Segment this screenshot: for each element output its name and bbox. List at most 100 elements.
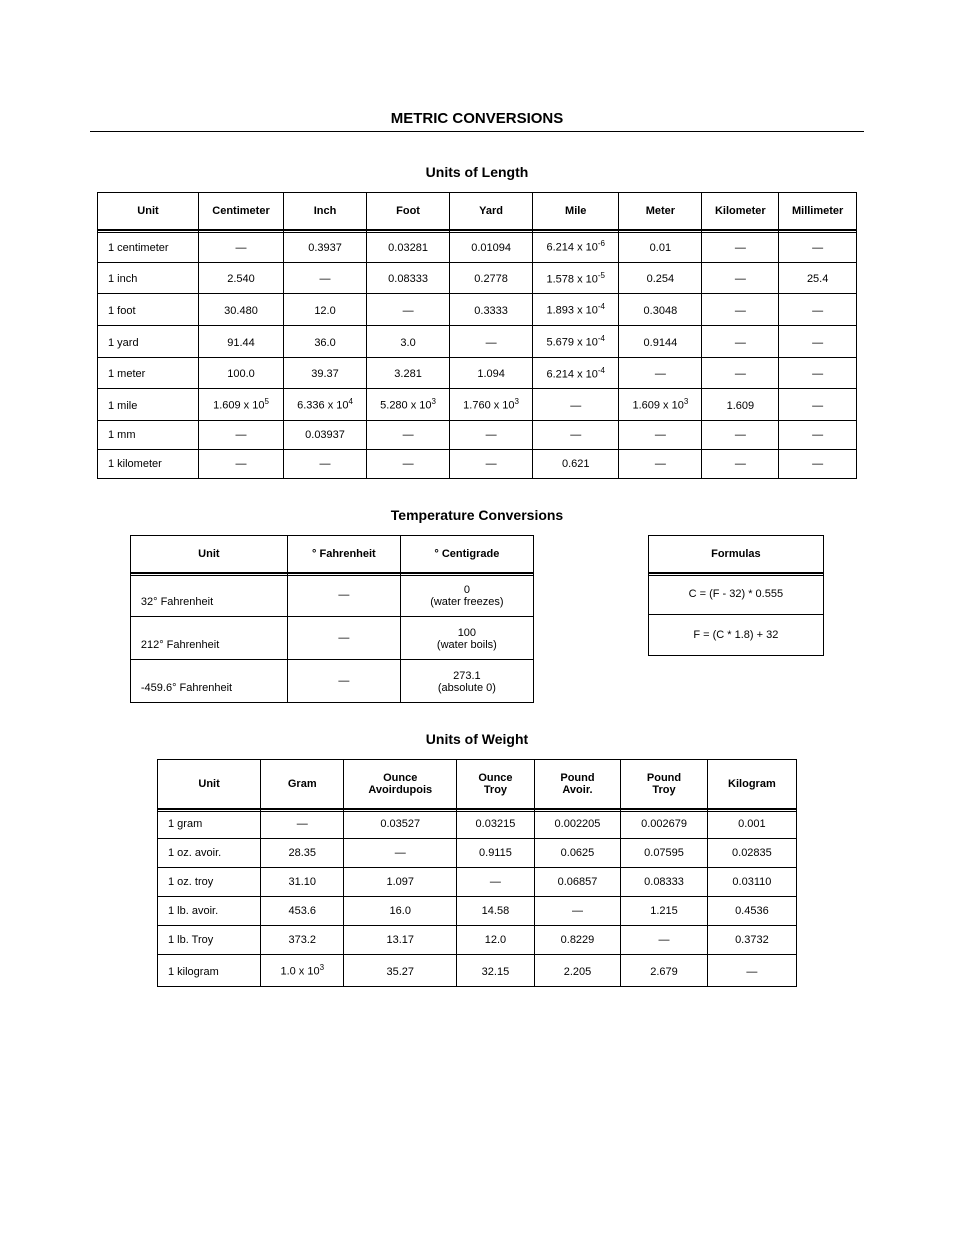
cell-value: 2.205 [534, 954, 621, 986]
cell-value: 0.2778 [450, 262, 533, 294]
cell-value: — [261, 809, 344, 839]
table-row: C = (F - 32) * 0.555 [648, 573, 823, 615]
cell-value: — [702, 420, 779, 449]
cell-value: — [619, 449, 702, 478]
cell-value: — [199, 420, 284, 449]
row-label: 1 kilogram [158, 954, 261, 986]
row-label: 1 centimeter [98, 230, 199, 262]
cell-value: — [287, 573, 400, 617]
column-header: Unit [130, 535, 287, 573]
row-label: -459.6° Fahrenheit [130, 659, 287, 702]
cell-value: 373.2 [261, 925, 344, 954]
formula-header: Formulas [648, 535, 823, 573]
cell-value: — [534, 896, 621, 925]
row-label: 1 inch [98, 262, 199, 294]
cell-value: 13.17 [344, 925, 457, 954]
cell-value: 0.002679 [621, 809, 708, 839]
row-label: 1 mile [98, 389, 199, 421]
cell-value: — [619, 420, 702, 449]
cell-value: 0.03937 [284, 420, 367, 449]
cell-value: 0.621 [533, 449, 619, 478]
cell-value: 0.02835 [707, 838, 796, 867]
formula-cell: C = (F - 32) * 0.555 [648, 573, 823, 615]
cell-value: — [450, 325, 533, 357]
cell-value: — [199, 230, 284, 262]
column-header: Meter [619, 193, 702, 231]
cell-value: — [450, 420, 533, 449]
cell-value: — [619, 357, 702, 389]
cell-value: — [367, 294, 450, 326]
cell-value: 5.679 x 10-4 [533, 325, 619, 357]
cell-value: — [367, 420, 450, 449]
cell-value: — [621, 925, 708, 954]
column-header: Kilogram [707, 759, 796, 809]
cell-value: 0.08333 [621, 867, 708, 896]
table-row: 1 kilometer————0.621——— [98, 449, 857, 478]
cell-value: 0(water freezes) [400, 573, 533, 617]
page-container: METRIC CONVERSIONS Units of Length UnitC… [0, 0, 954, 1047]
table-row: 1 lb. avoir.453.616.014.58—1.2150.4536 [158, 896, 797, 925]
cell-value: — [457, 867, 535, 896]
table-row: 1 inch2.540 — 0.083330.27781.578 x 10-50.2… [98, 262, 857, 294]
cell-value: — [779, 357, 857, 389]
cell-value: — [702, 230, 779, 262]
cell-value: — [533, 420, 619, 449]
cell-value: 0.03281 [367, 230, 450, 262]
page-title: METRIC CONVERSIONS [90, 110, 864, 132]
length-table: UnitCentimeterInchFootYardMileMeterKilom… [97, 192, 857, 479]
cell-value: 30.480 [199, 294, 284, 326]
cell-value: — [199, 449, 284, 478]
cell-value: 0.3732 [707, 925, 796, 954]
cell-value: — [287, 616, 400, 659]
cell-value: 3.0 [367, 325, 450, 357]
row-label: 1 lb. avoir. [158, 896, 261, 925]
length-header-row: UnitCentimeterInchFootYardMileMeterKilom… [98, 193, 857, 231]
row-label: 1 foot [98, 294, 199, 326]
cell-value: 91.44 [199, 325, 284, 357]
row-label: 1 lb. Troy [158, 925, 261, 954]
cell-value: — [702, 262, 779, 294]
cell-value: — [779, 420, 857, 449]
cell-value: 32.15 [457, 954, 535, 986]
table-row: 1 mm—0.03937—————— [98, 420, 857, 449]
cell-value: 2.540 [199, 262, 284, 294]
cell-value: 0.254 [619, 262, 702, 294]
cell-value: 1.0 x 103 [261, 954, 344, 986]
formula-table: Formulas C = (F - 32) * 0.555F = (C * 1.… [648, 535, 824, 656]
table-row: F = (C * 1.8) + 32 [648, 614, 823, 655]
cell-value: 3.281 [367, 357, 450, 389]
weight-section-title: Units of Weight [90, 731, 864, 747]
cell-value: 12.0 [457, 925, 535, 954]
temperature-section: Unit° Fahrenheit° Centigrade 32° Fahrenh… [90, 535, 864, 703]
cell-value: — [702, 449, 779, 478]
column-header: Gram [261, 759, 344, 809]
cell-value: — [702, 357, 779, 389]
cell-value: 0.3048 [619, 294, 702, 326]
cell-value: 0.002205 [534, 809, 621, 839]
column-header: Millimeter [779, 193, 857, 231]
cell-value: 0.3333 [450, 294, 533, 326]
row-label: 1 gram [158, 809, 261, 839]
column-header: ° Centigrade [400, 535, 533, 573]
cell-value: — [779, 449, 857, 478]
cell-value: 12.0 [284, 294, 367, 326]
cell-value: 0.08333 [367, 262, 450, 294]
cell-value: 35.27 [344, 954, 457, 986]
cell-value: 1.760 x 103 [450, 389, 533, 421]
cell-value: 16.0 [344, 896, 457, 925]
cell-value: 6.336 x 104 [284, 389, 367, 421]
temperature-table: Unit° Fahrenheit° Centigrade 32° Fahrenh… [130, 535, 534, 703]
column-header: Unit [98, 193, 199, 231]
cell-value: — [533, 389, 619, 421]
row-label: 1 oz. troy [158, 867, 261, 896]
table-row: 1 foot30.48012.0—0.33331.893 x 10-40.304… [98, 294, 857, 326]
cell-value: 6.214 x 10-6 [533, 230, 619, 262]
table-row: -459.6° Fahrenheit—273.1(absolute 0) [130, 659, 533, 702]
cell-value: 1.578 x 10-5 [533, 262, 619, 294]
cell-value: — [779, 325, 857, 357]
column-header: PoundTroy [621, 759, 708, 809]
cell-value: — [779, 230, 857, 262]
column-header: Unit [158, 759, 261, 809]
cell-value: — [779, 389, 857, 421]
row-label: 1 mm [98, 420, 199, 449]
